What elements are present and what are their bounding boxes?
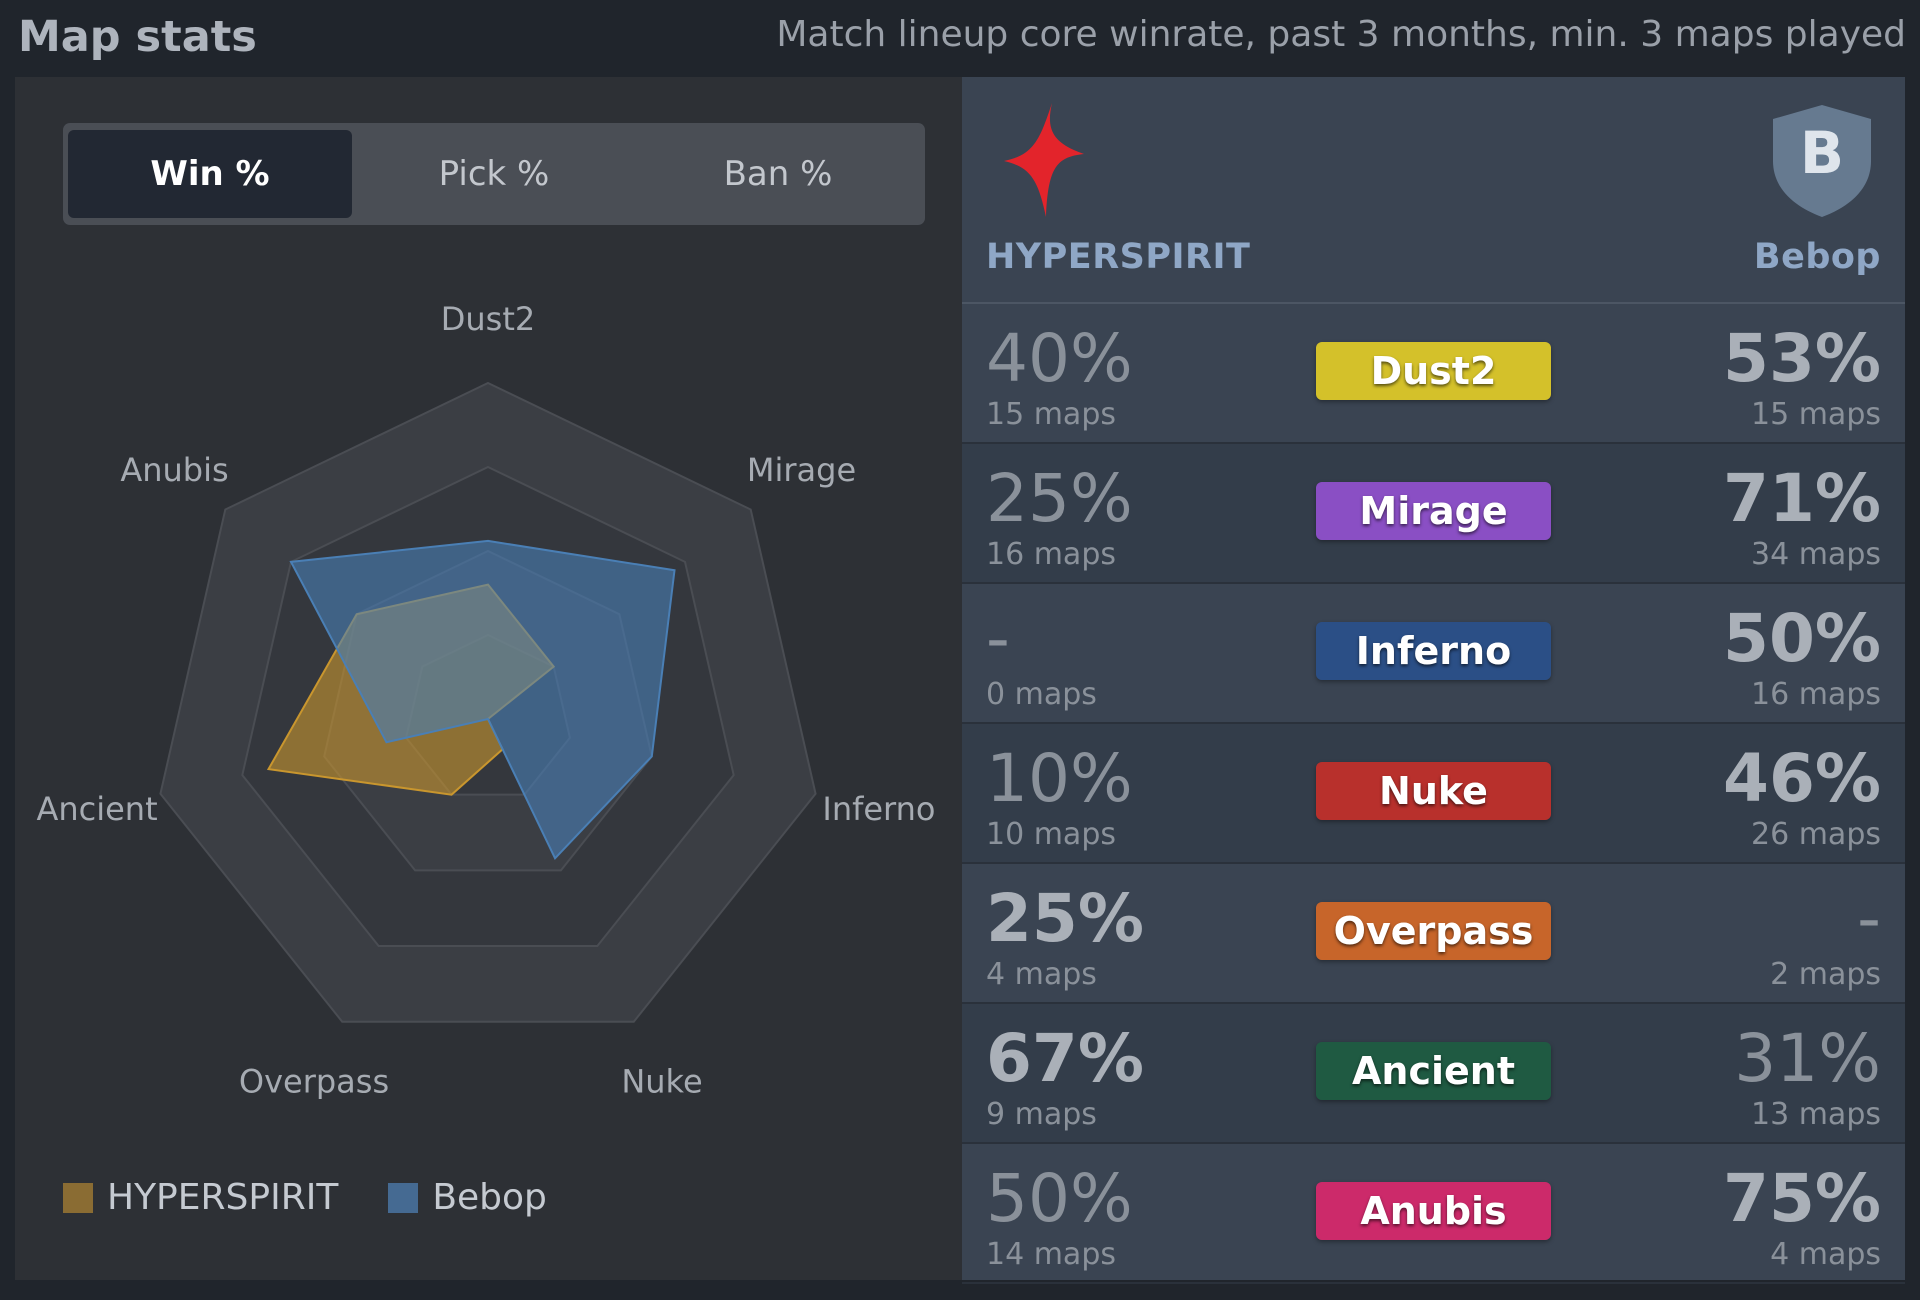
tab-pick[interactable]: Pick % (438, 154, 550, 194)
map-row-mirage: 25% 16 maps Mirage 71% 34 maps (962, 444, 1905, 584)
radar-axis-label: Dust2 (441, 300, 536, 338)
right-winrate: 50% (1723, 600, 1881, 677)
map-badge-anubis[interactable]: Anubis (1316, 1182, 1551, 1240)
legend-label-bebop: Bebop (432, 1177, 547, 1218)
stat-tabs: Win % Pick % Ban % (63, 123, 925, 225)
legend-item-bebop: Bebop (388, 1177, 547, 1218)
map-rows: 40% 15 maps Dust2 53% 15 maps 25% 16 maps Mirag… (962, 304, 1905, 1284)
map-row-inferno: -0 maps Inferno 50% 16 maps (962, 584, 1905, 724)
team-name-left: HYPERSPIRIT (986, 237, 1251, 277)
radar-axis-label: Overpass (239, 1062, 389, 1100)
right-maps-count: 16 maps (1751, 677, 1881, 712)
left-maps-count: 10 maps (986, 817, 1116, 852)
right-winrate: - (1857, 880, 1881, 957)
right-maps-count: 26 maps (1751, 817, 1881, 852)
left-maps-count: 9 maps (986, 1097, 1097, 1132)
left-winrate: 25% (986, 460, 1133, 537)
right-winrate: 75% (1723, 1160, 1881, 1237)
map-row-ancient: 67% 9 maps Ancient 31% 13 maps (962, 1004, 1905, 1144)
radar-axis-label: Anubis (120, 451, 228, 489)
radar-axis-label: Mirage (747, 451, 856, 489)
page-title: Map stats (18, 12, 257, 62)
left-maps-count: 0 maps (986, 677, 1097, 712)
svg-text:B: B (1800, 119, 1844, 187)
legend-swatch-bebop (388, 1182, 419, 1213)
map-row-anubis: 50% 14 maps Anubis 75% 4 maps (962, 1144, 1905, 1284)
map-row-overpass: 25% 4 maps Overpass -2 maps (962, 864, 1905, 1004)
radar-axis-label: Ancient (36, 790, 157, 828)
team-name-right: Bebop (1753, 237, 1881, 277)
right-maps-count: 13 maps (1751, 1097, 1881, 1132)
right-winrate: 71% (1723, 460, 1881, 537)
map-badge-overpass[interactable]: Overpass (1316, 902, 1551, 960)
right-maps-count: 2 maps (1770, 957, 1881, 992)
right-winrate: 53% (1723, 320, 1881, 397)
radar-panel: Win % Pick % Ban % Dust2 Mirage Inferno Nuk… (15, 77, 962, 1280)
radar-axis-label: Nuke (621, 1062, 702, 1100)
map-badge-nuke[interactable]: Nuke (1316, 762, 1551, 820)
left-maps-count: 15 maps (986, 397, 1116, 432)
left-maps-count: 4 maps (986, 957, 1097, 992)
page-subtitle: Match lineup core winrate, past 3 months… (776, 14, 1906, 55)
left-winrate: 50% (986, 1160, 1133, 1237)
legend-label-hyperspirit: HYPERSPIRIT (107, 1177, 339, 1218)
radar-chart: Dust2 Mirage Inferno Nuke Overpass Ancient Anu… (36, 300, 935, 1100)
chart-legend: HYPERSPIRIT Bebop (63, 1177, 547, 1218)
map-badge-dust2[interactable]: Dust2 (1316, 342, 1551, 400)
star-burst-logo (1004, 103, 1084, 217)
right-winrate: 46% (1723, 740, 1881, 817)
right-maps-count: 15 maps (1751, 397, 1881, 432)
tab-ban[interactable]: Ban % (723, 154, 833, 194)
legend-item-hyperspirit: HYPERSPIRIT (63, 1177, 338, 1218)
right-maps-count: 34 maps (1751, 537, 1881, 572)
team-header: B HYPERSPIRIT Bebop (962, 77, 1905, 304)
right-winrate: 31% (1734, 1020, 1881, 1097)
left-maps-count: 16 maps (986, 537, 1116, 572)
left-winrate: 40% (986, 320, 1133, 397)
legend-swatch-hyperspirit (63, 1182, 93, 1213)
left-winrate: 10% (986, 740, 1133, 817)
left-winrate: 25% (986, 880, 1144, 957)
left-maps-count: 14 maps (986, 1237, 1116, 1272)
map-row-dust2: 40% 15 maps Dust2 53% 15 maps (962, 304, 1905, 444)
map-badge-ancient[interactable]: Ancient (1316, 1042, 1551, 1100)
left-winrate: 67% (986, 1020, 1144, 1097)
map-badge-mirage[interactable]: Mirage (1316, 482, 1551, 540)
map-badge-inferno[interactable]: Inferno (1316, 622, 1551, 680)
left-winrate: - (986, 600, 1010, 677)
tab-win[interactable]: Win % (68, 130, 352, 218)
map-row-nuke: 10% 10 maps Nuke 46% 26 maps (962, 724, 1905, 864)
radar-series-bebop (289, 539, 676, 860)
map-comparison-panel: B HYPERSPIRIT Bebop 40% 15 maps Dust2 53% 15… (962, 77, 1905, 1284)
right-maps-count: 4 maps (1770, 1237, 1881, 1272)
shield-logo: B (1773, 105, 1871, 217)
radar-axis-label: Inferno (822, 790, 935, 828)
